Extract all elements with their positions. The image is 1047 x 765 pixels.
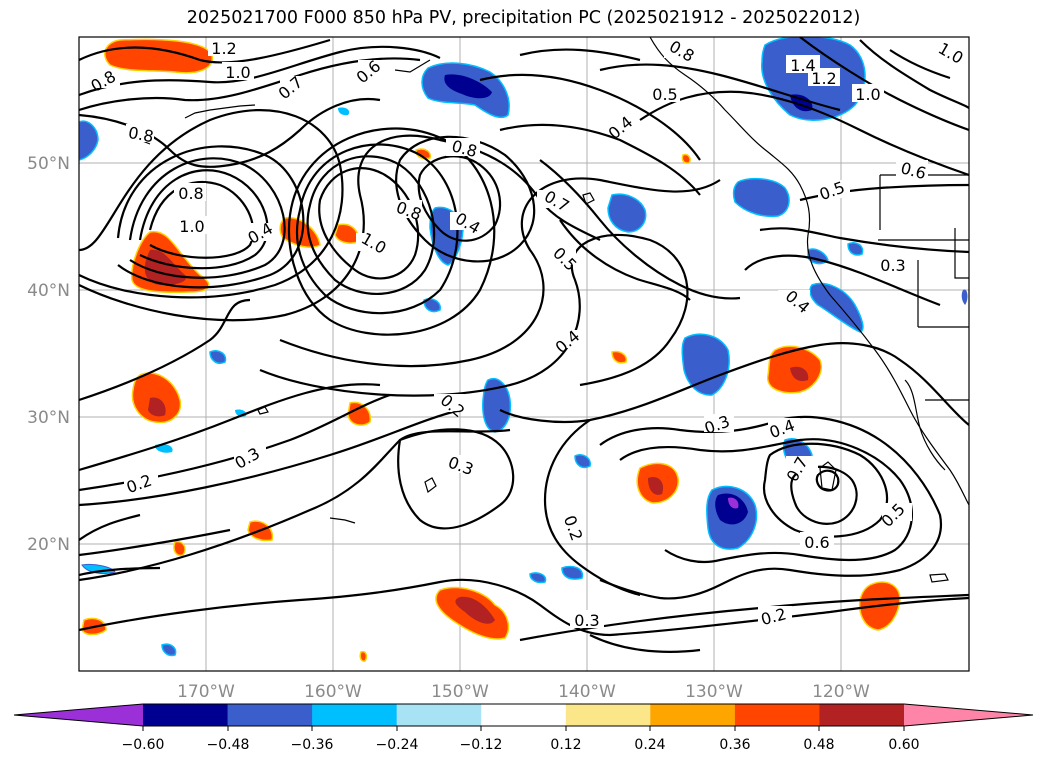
contour-label-masks — [92, 38, 964, 628]
colorbar-extend-min — [14, 704, 143, 726]
contour-label: 0.3 — [880, 256, 905, 275]
contour-label: 1.2 — [211, 39, 236, 58]
lat-label: 30°N — [27, 408, 70, 428]
colorbar-tick-label: −0.60 — [122, 737, 165, 753]
lat-label: 50°N — [27, 154, 70, 174]
contour-label: 1.2 — [811, 69, 836, 88]
lon-label: 130°W — [685, 682, 743, 702]
colorbar-tick-label: 0.60 — [888, 737, 919, 753]
colorbar-segment — [650, 704, 736, 726]
lon-label: 120°W — [812, 682, 870, 702]
contour-label: 0.8 — [178, 184, 203, 203]
colorbar-segment — [396, 704, 482, 726]
colorbar-tick-label: 0.12 — [550, 737, 581, 753]
lon-label: 150°W — [431, 682, 489, 702]
latitude-labels: 50°N 40°N 30°N 20°N — [27, 154, 70, 555]
colorbar-tick-labels: −0.60 −0.48 −0.36 −0.24 −0.12 0.12 0.24 … — [122, 737, 920, 753]
lat-label: 40°N — [27, 281, 70, 301]
colorbar-ticks — [142, 726, 905, 731]
plot-frame — [78, 36, 970, 672]
colorbar-tick-label: −0.12 — [460, 737, 503, 753]
colorbar-segment — [227, 704, 313, 726]
contour-label: 0.5 — [652, 85, 677, 104]
colorbar-tick-label: −0.36 — [291, 737, 334, 753]
colorbar-segment — [143, 704, 229, 726]
contour-label: 0.8 — [127, 123, 155, 146]
colorbar-tick-label: 0.48 — [803, 737, 834, 753]
colorbar-tick-label: −0.48 — [207, 737, 250, 753]
lon-label: 140°W — [558, 682, 616, 702]
map-title: 2025021700 F000 850 hPa PV, precipitatio… — [186, 8, 861, 28]
colorbar-segment — [565, 704, 651, 726]
lat-label: 20°N — [27, 535, 70, 555]
lon-label: 170°W — [177, 682, 235, 702]
contour-label: 1.4 — [790, 56, 815, 75]
colorbar-extend-max — [904, 704, 1033, 726]
colorbar-segment — [312, 704, 398, 726]
contour-label: 1.0 — [179, 217, 204, 236]
longitude-labels: 170°W 160°W 150°W 140°W 130°W 120°W — [177, 682, 870, 702]
contour-label: 1.0 — [855, 85, 880, 104]
contour-label: 0.6 — [804, 533, 829, 552]
colorbar-segment — [481, 704, 567, 726]
contour-label: 0.3 — [574, 611, 599, 630]
colorbar-segment — [819, 704, 905, 726]
colorbar-tick-label: 0.36 — [719, 737, 750, 753]
colorbar-tick-label: −0.24 — [376, 737, 419, 753]
colorbar: −0.60 −0.48 −0.36 −0.24 −0.12 0.12 0.24 … — [13, 703, 1034, 753]
colorbar-tick-label: 0.24 — [634, 737, 665, 753]
colorbar-segments — [143, 704, 905, 726]
colorbar-segment — [734, 704, 820, 726]
contour-label: 1.0 — [225, 63, 250, 82]
plot-area — [79, 37, 969, 671]
lon-label: 160°W — [304, 682, 362, 702]
